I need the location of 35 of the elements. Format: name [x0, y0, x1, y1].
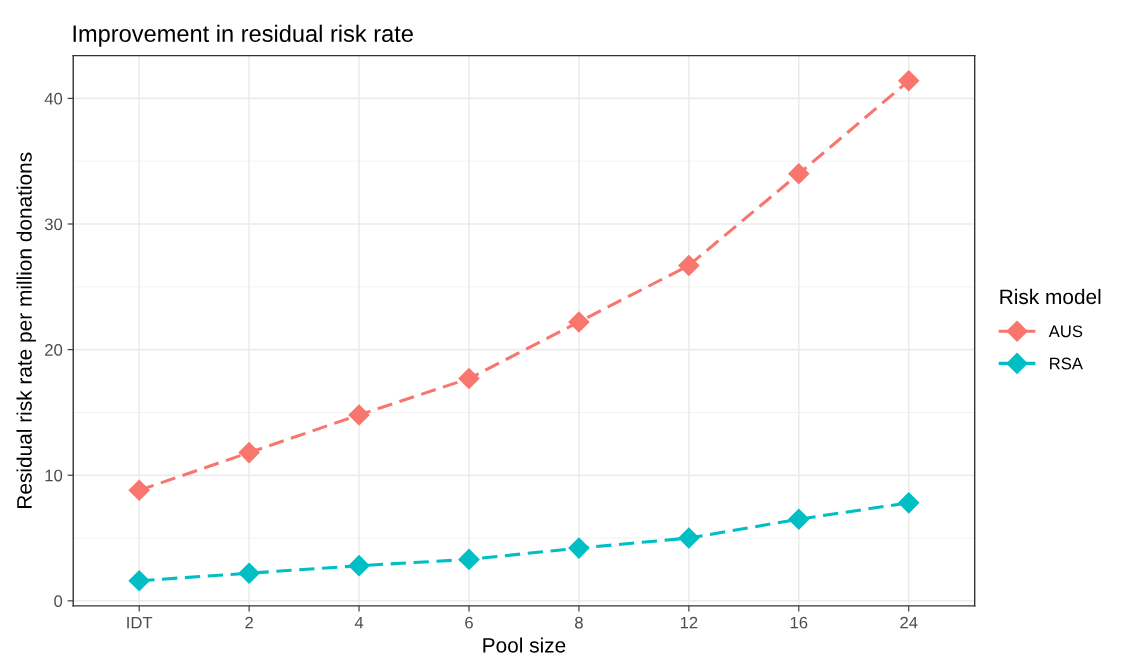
point	[458, 548, 480, 570]
y-tick-label: 10	[45, 469, 63, 482]
chart-title: Improvement in residual risk rate	[73, 24, 413, 47]
x-tick-label: 4	[354, 616, 364, 629]
x-axis-title: Pool size	[483, 637, 566, 653]
x-tick-label: 8	[575, 616, 583, 629]
point	[788, 163, 810, 185]
point	[898, 492, 920, 514]
point	[678, 254, 700, 276]
point	[238, 442, 260, 464]
y-tick-label: 20	[45, 344, 63, 356]
x-tick-label: 12	[680, 616, 698, 629]
point	[788, 508, 810, 530]
y-tick-label: 40	[44, 92, 63, 105]
legend-label: AUS	[1048, 325, 1083, 338]
x-tick-label: 2	[245, 616, 253, 629]
y-tick-label: 0	[54, 595, 63, 608]
point	[128, 570, 150, 592]
point	[678, 527, 700, 549]
point	[348, 404, 370, 426]
point	[898, 70, 920, 92]
legend-label: RSA	[1050, 357, 1083, 370]
point	[458, 367, 480, 390]
x-tick-label: 6	[465, 616, 473, 629]
x-tick-label: IDT	[127, 616, 153, 629]
point	[568, 311, 590, 333]
point	[128, 479, 150, 501]
x-tick-label: 24	[900, 616, 918, 629]
point	[348, 555, 370, 577]
x-tick-label: 16	[790, 616, 808, 629]
y-axis-title: Residual risk rate per million donations	[16, 152, 36, 508]
legend-title: Risk model	[1000, 288, 1101, 305]
point	[238, 562, 260, 584]
point	[568, 537, 590, 559]
y-tick-label: 30	[44, 218, 63, 231]
